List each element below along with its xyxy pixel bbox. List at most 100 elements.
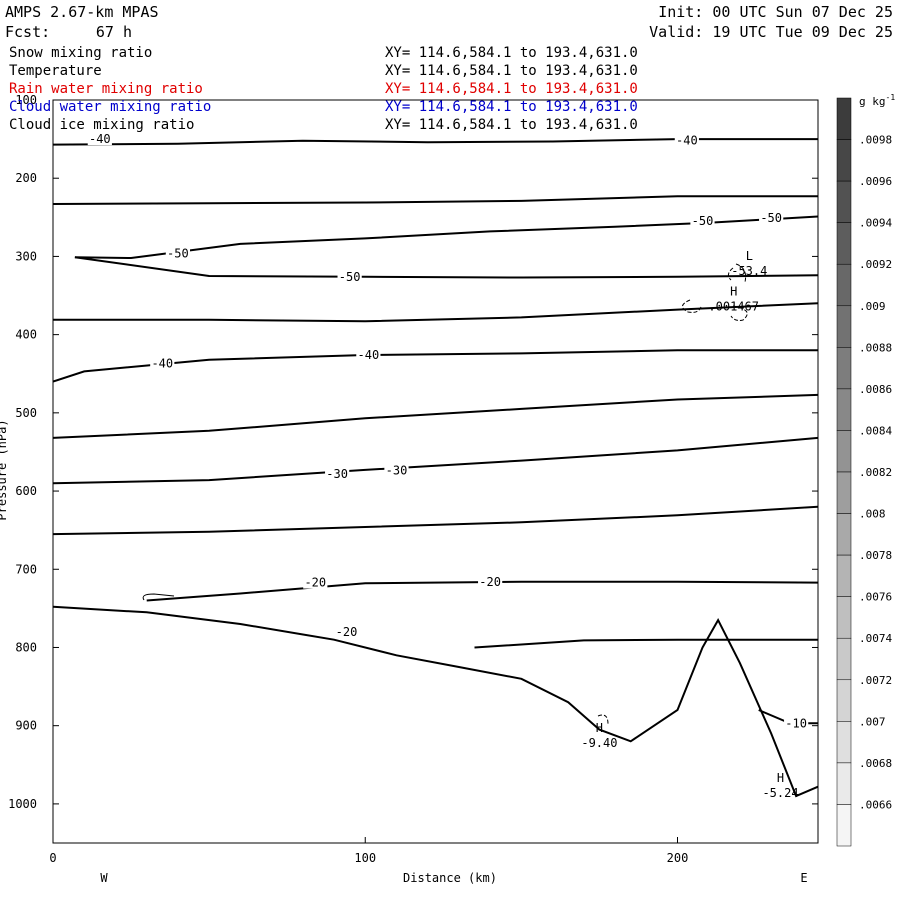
colorbar-swatch [836,471,852,514]
colorbar-swatch [836,347,852,390]
extremum-type: L [746,249,753,263]
colorbar-level-label: .0094 [859,217,892,230]
y-tick-label: 400 [15,328,37,342]
colorbar-swatch [836,596,852,639]
legend-entry-range: XY= 114.6,584.1 to 193.4,631.0 [385,117,638,133]
contour-label-bg [478,574,503,588]
contour-label: -50 [339,270,361,284]
colorbar-swatch [836,721,852,764]
extremum-value: -9.40 [581,736,617,750]
legend: Snow mixing ratio XY= 114.6,584.1 to 193.… [9,45,638,133]
closed-contour-high [682,299,748,321]
colorbar-level-label: .0078 [859,549,892,562]
contour-label: -40 [89,132,111,146]
colorbar-swatch [836,305,852,348]
init-time: Init: 00 UTC Sun 07 Dec 25 [658,3,893,21]
colorbar-level-label: .0068 [859,757,892,770]
colorbar-level-label: .0082 [859,466,892,479]
extremum-type: H [730,284,737,298]
contour-label: -20 [336,625,358,639]
contour-label-bg [674,133,699,147]
contour-isotherm-30 [52,436,819,485]
x-tick-label: 100 [354,851,376,865]
forecast-label: Fcst: [5,23,50,41]
colorbar-swatch [836,139,852,182]
legend-entry-range: XY= 114.6,584.1 to 193.4,631.0 [385,81,638,97]
legend-entry-range: XY= 114.6,584.1 to 193.4,631.0 [385,63,638,79]
contour-label-bg [337,269,362,283]
colorbar-unit: g kg-1 [859,93,895,108]
colorbar-level-label: .0066 [859,798,892,811]
contour-label: -40 [151,357,173,371]
extremum-type: H [596,721,603,735]
y-axis: 100 200 300 400 500 600 700 800 900 1000 [8,93,818,811]
contour-label-bg [690,214,715,228]
contour-label-bg [356,347,381,361]
contour-label: -50 [692,214,714,228]
colorbar-level-label: .008 [859,508,886,521]
contour-label-bg [165,246,190,260]
contour-label: -20 [479,575,501,589]
colorbar-level-label: .0086 [859,383,892,396]
contour-isotherm-45 [53,302,819,323]
legend-entry-name: Snow mixing ratio [9,45,152,61]
contour-isotherm-25 [52,505,819,536]
colorbar-swatch [836,804,852,847]
legend-entry-name: Cloud ice mixing ratio [9,117,194,133]
forecast-hour: 67 h [96,23,132,41]
y-tick-label: 300 [15,249,37,263]
colorbar-swatch [836,263,852,307]
contour-label-bg [759,211,784,225]
closed-contour-high-2 [597,714,609,725]
contour-label: -40 [358,348,380,362]
colorbar-swatch [836,430,852,473]
colorbar-level-label: .0072 [859,674,892,687]
contour-label: -20 [304,576,326,590]
legend-entry-range: XY= 114.6,584.1 to 193.4,631.0 [385,45,638,61]
contour-label-bg [150,356,175,370]
extremum-type: H [777,771,784,785]
colorbar-level-label: .0092 [859,258,892,271]
colorbar-swatch [836,762,852,805]
valid-time: Valid: 19 UTC Tue 09 Dec 25 [649,23,893,41]
colorbar-level-label: .007 [859,715,886,728]
plot-area: -40 -40 -50 -50 -50 -50 -40 -40 -30 -30 -20 -20 -20 -… [52,99,819,844]
colorbar-swatch [836,637,852,681]
model-title: AMPS 2.67-km MPAS [5,3,159,21]
y-tick-label: 800 [15,640,37,654]
colorbar-swatch [836,97,852,140]
contour-isotherm-15 [474,638,818,649]
contour-label-bg [87,132,112,146]
colorbar-level-label: .0076 [859,591,892,604]
contour-layer [52,138,819,798]
y-tick-label: 600 [15,484,37,498]
contour-isotherm-35 [52,393,819,439]
colorbar-level-label: .0084 [859,424,892,437]
colorbar-swatch [836,554,852,597]
x-tick-label: 200 [667,851,689,865]
legend-entry-range: XY= 114.6,584.1 to 193.4,631.0 [385,99,638,115]
y-tick-label: 100 [15,93,37,107]
freezing-fold-contour [142,593,175,601]
legend-entry-name: Rain water mixing ratio [9,81,203,97]
x-end-label-west: W [100,871,108,885]
contour-label-bg [303,575,328,589]
legend-entry-name: Cloud water mixing ratio [9,99,211,115]
colorbar-swatch [836,679,852,722]
contour-label: -40 [676,134,698,148]
contour-label-layer: -40 -40 -50 -50 -50 -50 -40 -40 -30 -30 -20 -20 -20 -… [87,132,809,730]
contour-label: -30 [326,467,348,481]
contour-label-bg [334,624,359,638]
colorbar-swatch [836,180,852,223]
plot-frame [52,99,819,844]
colorbar-level-label: .009 [859,300,886,313]
extremum-value: -53.4 [731,264,767,278]
legend-entry-name: Temperature [9,63,102,79]
colorbar-level-label: .0098 [859,134,892,147]
y-tick-label: 700 [15,562,37,576]
contour-isotherm-50-lower [74,256,819,279]
y-tick-label: 500 [15,406,37,420]
y-tick-label: 200 [15,171,37,185]
